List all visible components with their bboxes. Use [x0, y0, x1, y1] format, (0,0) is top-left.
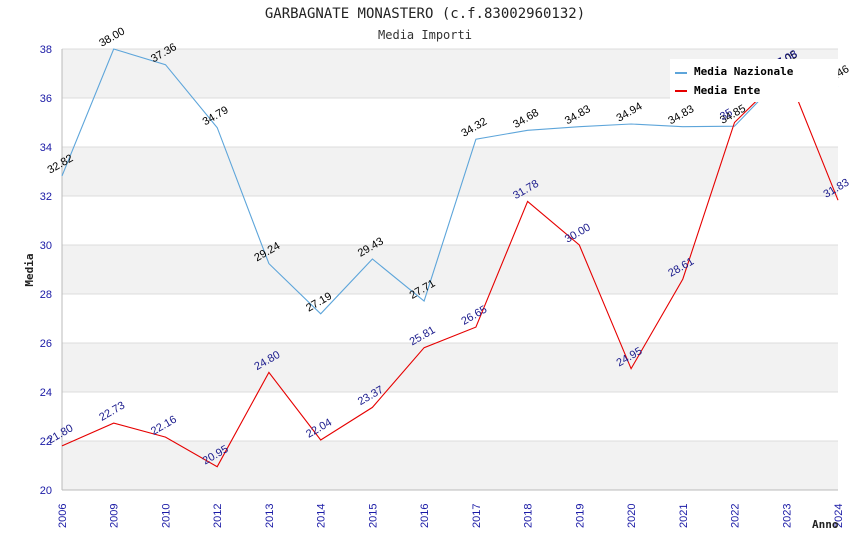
series-lines — [61, 48, 839, 468]
y-tick-label: 26 — [40, 338, 52, 350]
legend-box — [670, 59, 838, 102]
x-tick-label: 2014 — [316, 504, 328, 528]
grid-band — [62, 294, 838, 343]
x-tick-label: 2012 — [212, 504, 224, 528]
x-tick-label: 2022 — [730, 504, 742, 528]
x-tick-label: 2024 — [833, 504, 845, 528]
grid-band — [62, 147, 838, 196]
x-axis-label: Anno — [812, 518, 839, 531]
y-tick-label: 28 — [40, 289, 52, 301]
x-tick-label: 2013 — [264, 504, 276, 528]
x-tick-label: 2016 — [419, 504, 431, 528]
grid-band — [62, 343, 838, 392]
y-tick-label: 38 — [40, 44, 52, 56]
grid-band — [62, 245, 838, 294]
chart-subtitle: Media Importi — [378, 28, 472, 42]
data-label-nazionale: 38.00 — [97, 25, 127, 49]
series-line-ente — [61, 70, 839, 468]
grid-band — [62, 98, 838, 147]
x-tick-label: 2023 — [781, 504, 793, 528]
y-tick-label: 22 — [40, 436, 52, 448]
series-line-nazionale — [61, 48, 839, 315]
x-tick-label: 2020 — [626, 504, 638, 528]
legend-label-nazionale: Media Nazionale — [694, 65, 794, 78]
y-tick-label: 24 — [40, 387, 52, 399]
y-axis-label: Media — [23, 253, 36, 286]
x-tick-label: 2018 — [523, 504, 535, 528]
y-tick-label: 32 — [40, 191, 52, 203]
data-label-ente: 35 — [718, 107, 735, 124]
grid-band — [62, 392, 838, 441]
grid-band — [62, 441, 838, 490]
legend: Media Nazionale Media Ente — [670, 59, 838, 102]
x-tick-label: 2017 — [471, 504, 483, 528]
chart-title: GARBAGNATE MONASTERO (c.f.83002960132) — [265, 6, 585, 22]
y-tick-label: 30 — [40, 240, 52, 252]
x-tick-label: 2006 — [57, 504, 69, 528]
x-tick-label: 2019 — [574, 504, 586, 528]
y-tick-label: 34 — [40, 142, 52, 154]
x-tick-label: 2015 — [367, 504, 379, 528]
y-tick-label: 20 — [40, 485, 52, 497]
x-tick-label: 2009 — [109, 504, 121, 528]
x-tick-label: 2021 — [678, 504, 690, 528]
legend-label-ente: Media Ente — [694, 84, 761, 97]
grid-bands — [62, 48, 838, 491]
y-tick-label: 36 — [40, 93, 52, 105]
x-tick-label: 2010 — [160, 504, 172, 528]
